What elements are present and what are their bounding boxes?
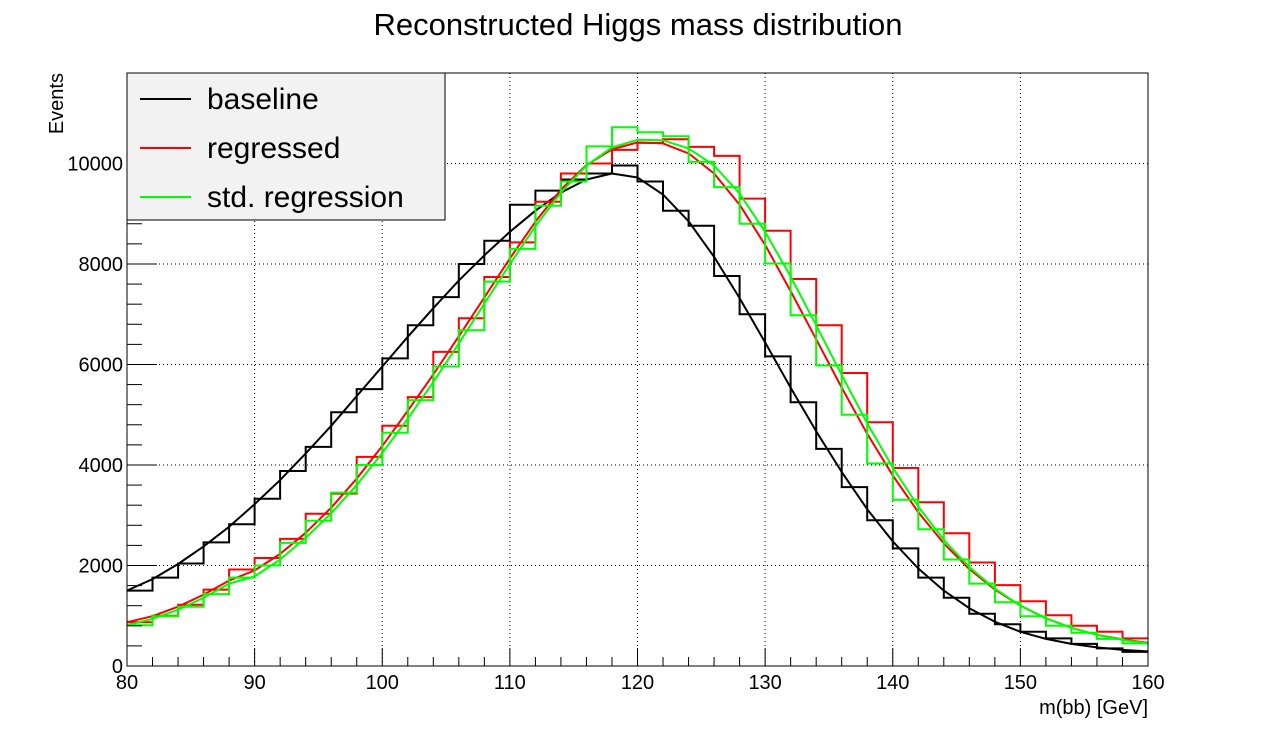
- y-tick-label: 2000: [79, 555, 124, 577]
- x-tick-label: 90: [244, 672, 266, 694]
- y-tick-label: 4000: [79, 455, 124, 477]
- legend-label: std. regression: [207, 181, 404, 214]
- fit-curve-std-regression: [126, 138, 1149, 645]
- x-axis-label: m(bb) [GeV]: [1039, 697, 1148, 719]
- histogram-baseline: [127, 164, 1148, 653]
- series-layer: [126, 126, 1149, 653]
- x-tick-label: 110: [494, 672, 526, 694]
- legend-label: regressed: [207, 132, 340, 165]
- y-tick-label: 0: [112, 656, 123, 678]
- x-tick-label: 160: [1131, 672, 1164, 694]
- y-axis-label: Events: [46, 73, 68, 134]
- chart-title: Reconstructed Higgs mass distribution: [374, 7, 903, 42]
- y-tick-label: 10000: [67, 153, 123, 175]
- axis-ticks: 80 90 100 110 120 130 140 150 160 0 2000 4000 6000 80…: [67, 82, 1165, 694]
- x-tick-label: 100: [366, 672, 399, 694]
- legend-box: [126, 72, 446, 221]
- y-tick-label: 6000: [79, 354, 124, 376]
- fit-curve-baseline: [126, 172, 1149, 653]
- x-tick-label: 120: [621, 672, 654, 694]
- histogram-std-regression: [127, 126, 1148, 645]
- y-tick-label: 8000: [79, 254, 124, 276]
- fit-curve-regressed: [126, 141, 1149, 644]
- legend: baseline regressed std. regression: [126, 72, 446, 221]
- x-tick-label: 140: [876, 672, 909, 694]
- legend-label: baseline: [207, 83, 319, 116]
- x-tick-label: 130: [748, 672, 781, 694]
- x-tick-label: 80: [116, 672, 138, 694]
- x-tick-label: 150: [1004, 672, 1037, 694]
